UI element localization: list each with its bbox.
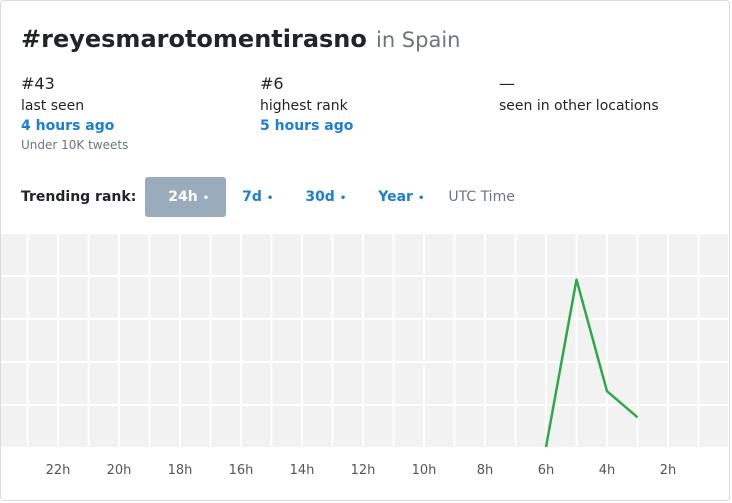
trend-rank-chart: 22h 20h 18h 16h 14h 12h 10h 8h 6h 4h 2h <box>1 233 729 478</box>
utc-time-toggle[interactable]: UTC Time <box>448 189 515 205</box>
chart-plot-area <box>1 233 729 447</box>
range-button-year[interactable]: Year • <box>378 189 425 205</box>
stat-value: — <box>499 74 515 93</box>
stat-label: highest rank <box>260 98 348 114</box>
stat-label: last seen <box>21 98 85 114</box>
x-tick-label: 16h <box>229 463 254 478</box>
stat-other-locations: — seen in other locations <box>499 73 659 115</box>
stat-value: #6 <box>260 74 284 93</box>
stat-time-link[interactable]: 4 hours ago <box>21 118 115 134</box>
range-button-7d[interactable]: 7d • <box>242 189 274 205</box>
x-tick-label: 22h <box>46 463 71 478</box>
rank-filter-label: Trending rank: <box>21 189 137 205</box>
range-button-24h[interactable]: 24h • <box>145 177 227 217</box>
x-tick-label: 4h <box>599 463 616 478</box>
stat-value: #43 <box>21 74 55 93</box>
stat-label: seen in other locations <box>499 98 659 114</box>
page-title: #reyesmarotomentirasno in Spain <box>21 25 460 53</box>
stat-time-link[interactable]: 5 hours ago <box>260 118 354 134</box>
location-label: in Spain <box>375 28 461 52</box>
stat-sub: Under 10K tweets <box>21 138 129 152</box>
x-tick-label: 8h <box>477 463 494 478</box>
x-tick-label: 14h <box>290 463 315 478</box>
x-tick-label: 12h <box>351 463 376 478</box>
x-tick-label: 6h <box>538 463 555 478</box>
x-tick-label: 10h <box>412 463 437 478</box>
rank-filter-bar: Trending rank: 24h • 7d • 30d • Year • UTC T… <box>21 177 515 217</box>
x-tick-label: 18h <box>168 463 193 478</box>
rank-series-line <box>544 278 639 448</box>
stat-highest-rank: #6 highest rank 5 hours ago <box>260 73 353 136</box>
range-button-30d[interactable]: 30d • <box>305 189 347 205</box>
x-tick-label: 20h <box>107 463 132 478</box>
hashtag-title: #reyesmarotomentirasno <box>21 25 367 53</box>
x-tick-label: 2h <box>660 463 677 478</box>
stat-last-seen: #43 last seen 4 hours ago Under 10K twee… <box>21 73 128 153</box>
